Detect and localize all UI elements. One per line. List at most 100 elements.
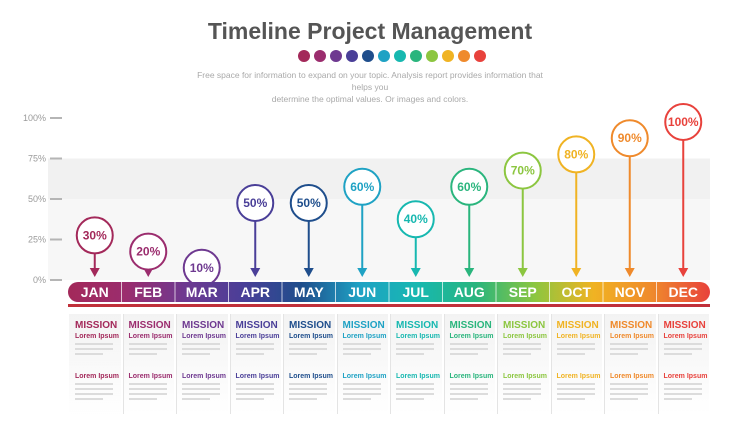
placeholder-text-line: [235, 343, 274, 345]
mission-card: MISSION Lorem Ipsum Lorem Ipsum: [497, 314, 549, 414]
mission-title: MISSION: [128, 320, 171, 331]
pin-arrow: [303, 268, 314, 277]
placeholder-text-line: [182, 383, 220, 385]
placeholder-text-line: [663, 348, 702, 350]
month-label: OCT: [561, 284, 591, 300]
month-label: AUG: [454, 284, 485, 300]
mission-card: MISSION Lorem Ipsum Lorem Ipsum: [69, 314, 121, 414]
placeholder-text-line: [610, 348, 648, 350]
progress-pin: 40%: [396, 200, 435, 277]
color-dot: [426, 50, 438, 62]
placeholder-text-line: [503, 353, 531, 355]
placeholder-text-line: [75, 393, 113, 395]
pin-arrow: [678, 268, 689, 277]
pin-arrow: [250, 268, 261, 277]
y-tick-label: 50%: [28, 194, 46, 204]
mission-subtitle: Lorem Ipsum: [663, 333, 708, 340]
pin-percent: 100%: [668, 115, 699, 129]
placeholder-text-line: [128, 383, 167, 385]
mission-card: MISSION Lorem Ipsum Lorem Ipsum: [657, 314, 709, 414]
mission-subtitle: Lorem Ipsum: [289, 333, 333, 340]
mission-title: MISSION: [663, 320, 706, 331]
placeholder-text-line: [556, 343, 595, 345]
mission-card: MISSION Lorem Ipsum Lorem Ipsum: [283, 314, 335, 414]
placeholder-text-line: [182, 388, 220, 390]
placeholder-text-line: [449, 343, 488, 345]
placeholder-text-line: [396, 383, 434, 385]
placeholder-text-line: [289, 383, 327, 385]
color-dot: [442, 50, 454, 62]
pin-circle: [557, 135, 596, 174]
placeholder-text-line: [556, 388, 595, 390]
month-label: APR: [240, 284, 270, 300]
mission-subtitle: Lorem Ipsum: [449, 333, 494, 340]
pin-arrow: [357, 268, 368, 277]
progress-pin: 10%: [182, 248, 221, 287]
placeholder-text-line: [663, 383, 702, 385]
placeholder-text-line: [503, 383, 541, 385]
mission-subtitle: Lorem Ipsum: [182, 373, 226, 380]
month-label: MAY: [294, 284, 324, 300]
mission-subtitle: Lorem Ipsum: [128, 333, 173, 340]
mission-subtitle: Lorem Ipsum: [235, 373, 280, 380]
color-dot: [298, 50, 310, 62]
color-dot: [458, 50, 470, 62]
placeholder-text-line: [75, 388, 113, 390]
pin-arrow: [410, 268, 421, 277]
mission-subtitle: Lorem Ipsum: [75, 373, 119, 380]
pin-circle: [396, 200, 435, 239]
pin-circle: [289, 184, 328, 222]
placeholder-text-line: [75, 398, 103, 400]
placeholder-text-line: [342, 388, 381, 390]
placeholder-text-line: [128, 353, 157, 355]
y-tick-label: 0%: [33, 275, 46, 285]
month-bar-underline: [68, 304, 710, 307]
page-subtitle: Free space for information to expand on …: [190, 69, 550, 105]
mission-title: MISSION: [235, 320, 278, 331]
pin-circle: [450, 167, 489, 206]
mission-card: MISSION Lorem Ipsum Lorem Ipsum: [122, 314, 174, 414]
pin-arrow: [571, 268, 582, 277]
placeholder-text-line: [663, 398, 692, 400]
mission-title: MISSION: [503, 320, 546, 331]
month-label: JAN: [81, 284, 109, 300]
placeholder-text-line: [556, 353, 585, 355]
month-label: JUL: [403, 284, 430, 300]
y-tick-label: 25%: [28, 235, 46, 245]
placeholder-text-line: [396, 343, 434, 345]
placeholder-text-line: [289, 348, 327, 350]
mission-card: MISSION Lorem Ipsum Lorem Ipsum: [443, 314, 495, 414]
placeholder-text-line: [342, 348, 381, 350]
placeholder-text-line: [449, 393, 488, 395]
color-dot: [394, 50, 406, 62]
placeholder-text-line: [75, 383, 113, 385]
pin-circle: [343, 167, 382, 206]
placeholder-text-line: [342, 393, 381, 395]
placeholder-text-line: [610, 393, 648, 395]
mission-subtitle: Lorem Ipsum: [503, 333, 547, 340]
pin-circle: [503, 151, 542, 190]
mission-subtitle: Lorem Ipsum: [235, 333, 280, 340]
pin-percent: 10%: [190, 261, 214, 275]
placeholder-text-line: [396, 398, 424, 400]
color-dot: [410, 50, 422, 62]
pin-percent: 60%: [350, 180, 374, 194]
mission-subtitle: Lorem Ipsum: [128, 373, 173, 380]
mission-subtitle: Lorem Ipsum: [342, 333, 387, 340]
mission-title: MISSION: [289, 320, 332, 331]
placeholder-text-line: [503, 348, 541, 350]
placeholder-text-line: [342, 398, 371, 400]
mission-title: MISSION: [610, 320, 653, 331]
color-dot: [474, 50, 486, 62]
color-dot: [362, 50, 374, 62]
mission-card: MISSION Lorem Ipsum Lorem Ipsum: [390, 314, 442, 414]
mission-title: MISSION: [182, 320, 225, 331]
pin-percent: 20%: [136, 245, 160, 259]
placeholder-text-line: [503, 398, 531, 400]
mission-subtitle: Lorem Ipsum: [503, 373, 547, 380]
y-tick-label: 100%: [23, 113, 46, 123]
month-label: FEB: [134, 284, 162, 300]
color-dot: [378, 50, 390, 62]
placeholder-text-line: [182, 353, 210, 355]
progress-pin: 20%: [129, 232, 168, 277]
